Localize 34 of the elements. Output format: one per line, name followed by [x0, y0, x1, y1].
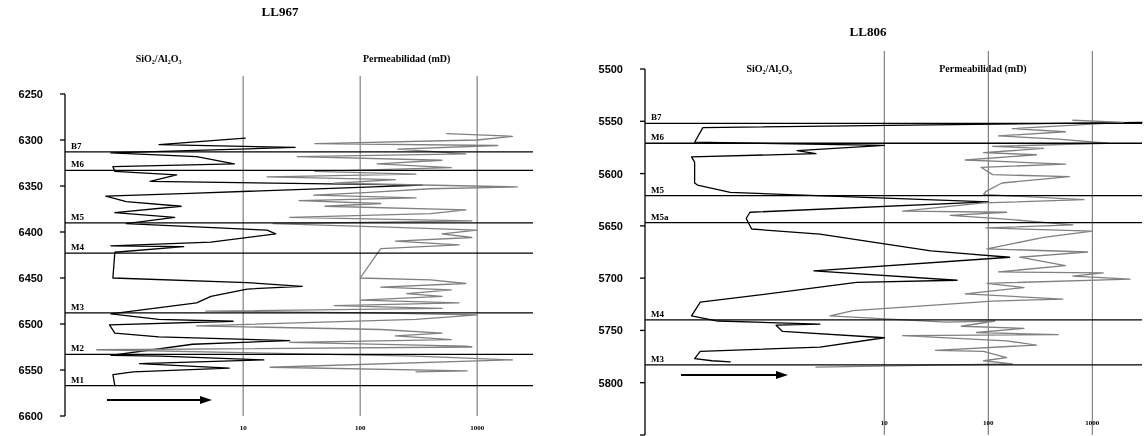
annotation: Permeabilidad (mD)	[939, 63, 1027, 75]
y-tick-label: 6300	[18, 134, 43, 146]
ref-line-label: B7	[71, 140, 82, 151]
y-tick-label: 6450	[18, 272, 43, 284]
y-tick-label: 6400	[18, 226, 43, 238]
y-tick-label: 5600	[598, 167, 623, 180]
ref-line-label: M5a	[651, 211, 669, 222]
chart-title: LL806	[849, 24, 887, 39]
ref-line-label: M1	[71, 374, 85, 385]
text: Permeabilidad (mD)	[362, 53, 451, 65]
ref-line-label: M5	[71, 211, 85, 222]
ref-line-label: M6	[651, 132, 665, 143]
ref-line-label: M4	[71, 242, 85, 253]
y-tick-label: 5500	[598, 63, 623, 75]
ref-line-label: B7	[651, 112, 662, 123]
ref-line-label: M4	[651, 308, 665, 319]
y-tick-label: 5550	[598, 115, 623, 128]
y-tick-label: 5650	[598, 219, 623, 232]
y-tick-label: 6500	[18, 318, 43, 330]
y-tick-label: 5800	[598, 376, 623, 389]
text: SiO₂/Al₂O₃	[135, 53, 182, 64]
ref-line-label: M3	[651, 353, 665, 364]
y-tick-label: 6600	[18, 410, 43, 422]
y-tick-label: 5750	[598, 324, 623, 337]
ref-line-label: M2	[71, 343, 85, 354]
y-tick-label: 6550	[18, 364, 43, 376]
chart-title: LL967	[261, 4, 299, 19]
y-tick-label: 5700	[598, 272, 623, 285]
y-tick-label: 6350	[18, 180, 43, 192]
ref-line-label: M3	[71, 301, 85, 312]
y-tick-label: 6250	[18, 88, 43, 100]
ref-line-label: M5	[651, 184, 665, 195]
ref-line-label: M6	[71, 159, 85, 170]
annotation: SiO₂/Al₂O₃	[746, 63, 793, 74]
